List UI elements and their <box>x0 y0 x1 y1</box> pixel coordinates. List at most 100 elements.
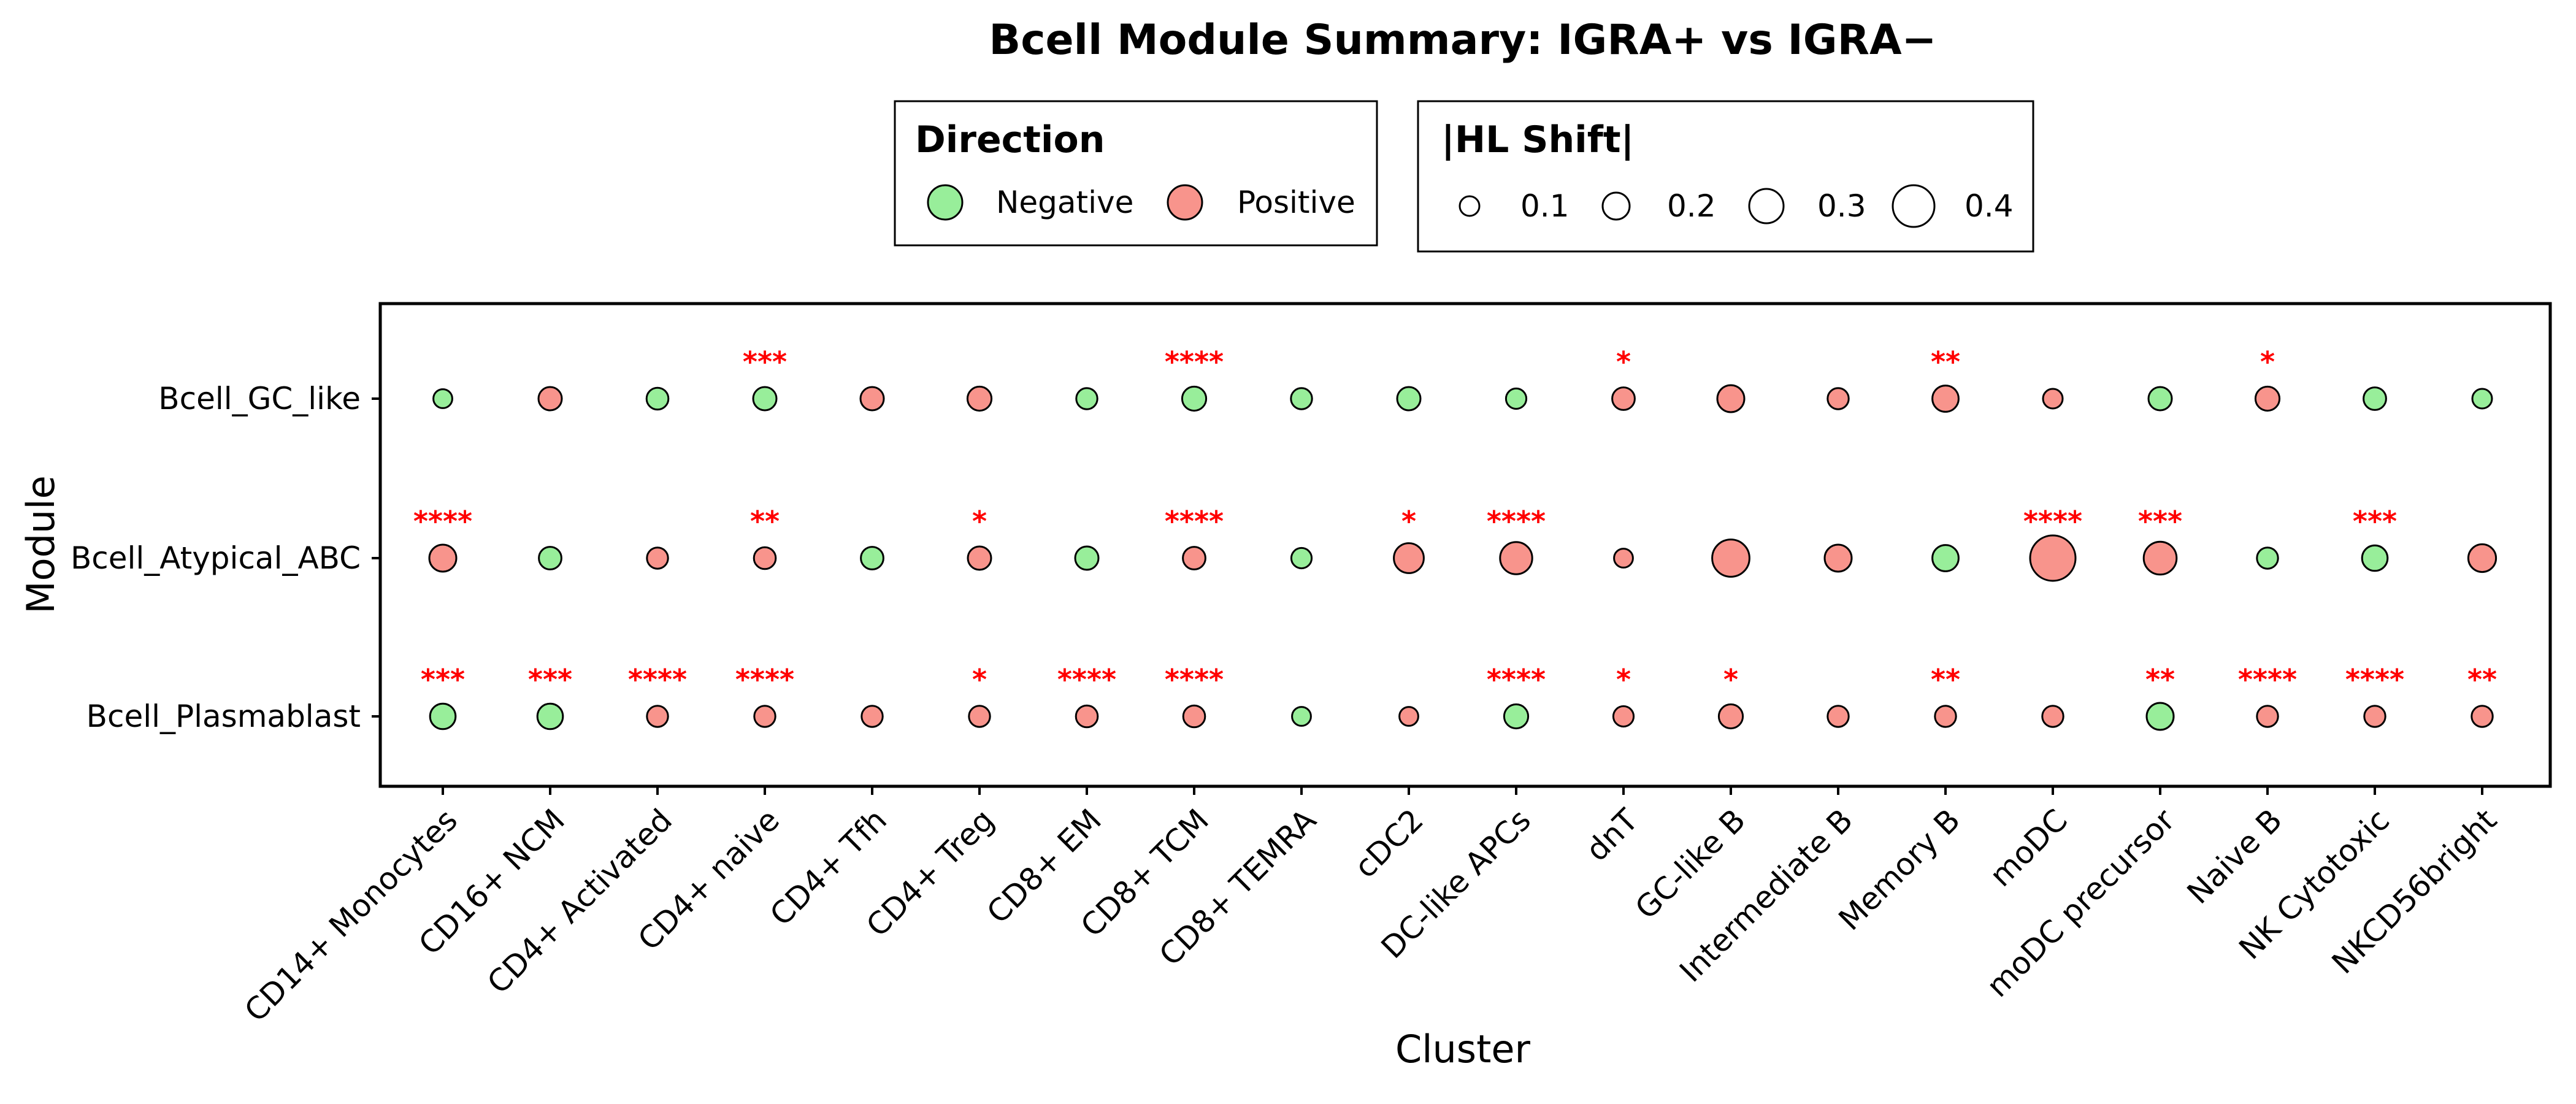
significance-label: ** <box>1931 663 1960 696</box>
data-point <box>2042 388 2064 410</box>
data-point <box>753 546 777 570</box>
significance-label: * <box>972 505 987 538</box>
data-point <box>646 546 669 570</box>
significance-label: **** <box>628 663 687 696</box>
x-tick-label: moDC <box>1983 802 2074 894</box>
data-point <box>429 702 457 730</box>
data-point <box>1827 705 1850 728</box>
size-legend-swatch <box>1892 184 1936 228</box>
data-point <box>753 705 776 728</box>
data-point <box>1398 706 1419 727</box>
size-legend-swatch <box>1459 195 1481 217</box>
plot-panel <box>378 302 2552 788</box>
data-points <box>428 384 2497 731</box>
significance-label: **** <box>1057 663 1116 696</box>
data-point <box>1613 548 1634 569</box>
data-point <box>1717 703 1744 730</box>
significance-label: **** <box>1487 505 1546 538</box>
data-point <box>1182 546 1206 570</box>
data-point <box>859 386 885 412</box>
y-tick-label: Bcell_Atypical_ABC <box>71 540 361 576</box>
data-point <box>752 386 778 412</box>
significance-labels: *** **** * ** ***** ** * **** * **** **** *** ******… <box>413 345 2497 696</box>
data-point <box>1075 704 1099 729</box>
significance-label: * <box>1616 345 1631 378</box>
data-point <box>2256 546 2279 570</box>
data-point <box>1290 546 1313 570</box>
data-point <box>2145 702 2175 731</box>
significance-label: * <box>972 663 987 696</box>
data-point <box>1716 384 1746 413</box>
significance-label: **** <box>413 505 472 538</box>
data-point <box>2363 705 2386 728</box>
data-point <box>2041 705 2064 728</box>
size-legend-label: 0.2 <box>1667 188 1716 224</box>
data-point <box>860 546 884 570</box>
significance-label: * <box>1616 663 1631 696</box>
data-point <box>2147 386 2173 412</box>
significance-label: ** <box>2145 663 2175 696</box>
size-legend: |HL Shift| 0.1 0.2 0.3 0.4 <box>1417 100 2034 253</box>
significance-label: *** <box>421 663 465 696</box>
significance-label: ** <box>2467 663 2497 696</box>
significance-label: *** <box>528 663 572 696</box>
significance-label: **** <box>2238 663 2297 696</box>
x-tick-label: dnT <box>1579 802 1646 868</box>
size-legend-label: 0.4 <box>1965 188 2014 224</box>
x-tick-label: moDC precursor <box>1980 802 2182 1004</box>
data-point <box>1934 705 1957 728</box>
x-tick-label: cDC2 <box>1347 802 1430 885</box>
data-point <box>1931 385 1960 413</box>
legend-positive-swatch <box>1167 184 1203 221</box>
data-point <box>2363 386 2387 411</box>
data-point <box>432 388 453 409</box>
significance-label: **** <box>1487 663 1546 696</box>
data-point <box>1499 541 1533 575</box>
legend-negative-label: Negative <box>996 185 1133 220</box>
data-point <box>1181 385 1208 412</box>
data-point <box>538 546 562 570</box>
direction-legend: Direction Negative Positive <box>894 100 1378 247</box>
x-axis-label: Cluster <box>1395 1027 1531 1071</box>
size-legend-title: |HL Shift| <box>1441 118 1634 161</box>
x-tick-label: Naive B <box>2180 802 2289 911</box>
data-point <box>1711 539 1750 578</box>
data-point <box>861 705 884 728</box>
data-point <box>1396 386 1422 412</box>
significance-label: ** <box>750 505 780 538</box>
data-point <box>1505 387 1528 410</box>
significance-label: * <box>2260 345 2275 378</box>
data-point <box>2029 534 2077 582</box>
data-point <box>967 545 992 571</box>
data-point <box>1827 387 1850 410</box>
significance-label: ** <box>1931 345 1960 378</box>
y-axis-label: Module <box>18 475 63 613</box>
data-point <box>537 386 563 412</box>
data-point <box>2471 388 2493 410</box>
significance-label: **** <box>2345 663 2404 696</box>
data-point <box>646 705 669 728</box>
data-point <box>1931 544 1960 572</box>
y-tick-label: Bcell_Plasmablast <box>86 699 361 734</box>
data-point <box>1074 545 1100 571</box>
data-point <box>2467 543 2497 573</box>
data-point <box>1612 705 1635 728</box>
legend-positive-label: Positive <box>1237 185 1355 220</box>
data-point <box>428 543 458 573</box>
size-legend-swatch <box>1748 188 1785 224</box>
significance-label: *** <box>2138 505 2182 538</box>
data-point <box>2142 540 2178 576</box>
significance-label: *** <box>743 345 787 378</box>
data-point <box>1291 706 1312 727</box>
size-legend-label: 0.1 <box>1520 188 1570 224</box>
data-point <box>2254 385 2281 412</box>
data-point <box>1393 542 1425 574</box>
y-tick-label: Bcell_GC_like <box>158 381 361 416</box>
significance-label: **** <box>735 663 794 696</box>
data-point <box>536 702 564 730</box>
x-tick-label: CD14+ Monocytes <box>238 802 464 1029</box>
data-point <box>1611 386 1636 411</box>
data-point <box>968 705 991 728</box>
